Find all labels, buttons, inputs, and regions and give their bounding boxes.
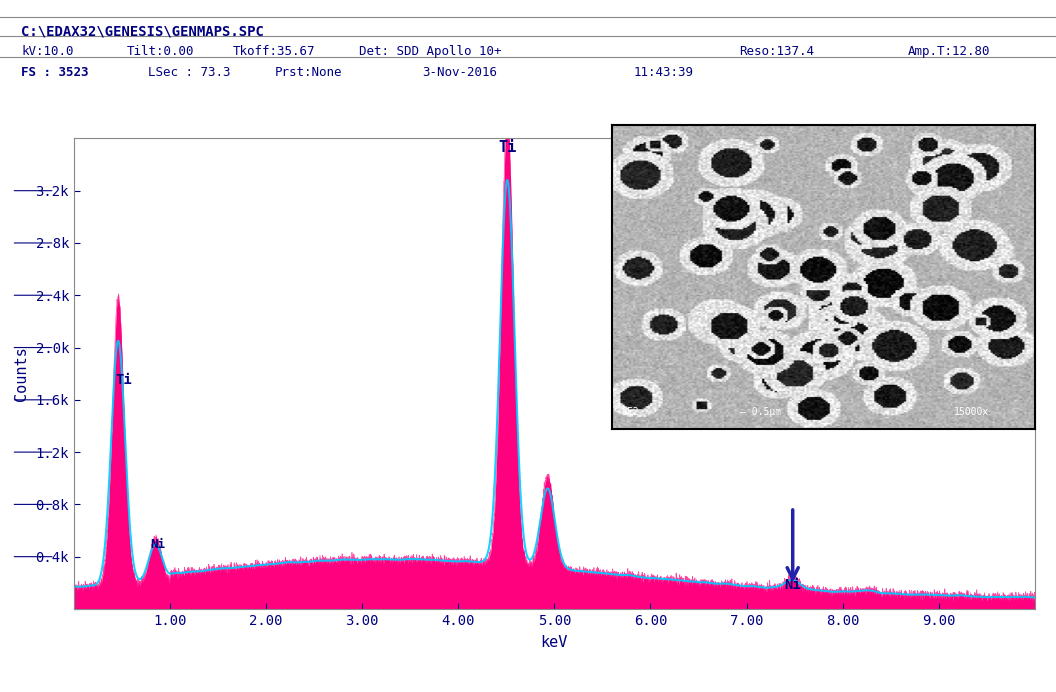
Text: Det: SDD Apollo 10+: Det: SDD Apollo 10+ — [359, 45, 502, 58]
Text: ― 0.5μm: ― 0.5μm — [740, 407, 780, 417]
Text: Tilt:0.00: Tilt:0.00 — [127, 45, 194, 58]
Text: C:\EDAX32\GENESIS\GENMAPS.SPC: C:\EDAX32\GENESIS\GENMAPS.SPC — [21, 24, 264, 38]
Text: FS : 3523: FS : 3523 — [21, 66, 89, 79]
Text: Reso:137.4: Reso:137.4 — [739, 45, 814, 58]
Text: Ti: Ti — [115, 373, 132, 387]
Text: Ni: Ni — [150, 538, 165, 552]
Y-axis label: Counts: Counts — [14, 346, 29, 401]
Text: Tkoff:35.67: Tkoff:35.67 — [232, 45, 315, 58]
Text: SE2: SE2 — [621, 407, 639, 417]
Text: Prst:None: Prst:None — [275, 66, 342, 79]
Text: Ni: Ni — [785, 578, 802, 592]
Text: 11:43:39: 11:43:39 — [634, 66, 694, 79]
Text: 3-Nov-2016: 3-Nov-2016 — [422, 66, 497, 79]
Text: Amp.T:12.80: Amp.T:12.80 — [908, 45, 991, 58]
Text: LSec : 73.3: LSec : 73.3 — [148, 66, 230, 79]
Text: 15000x: 15000x — [954, 407, 989, 417]
Text: Ti: Ti — [498, 140, 516, 156]
X-axis label: keV: keV — [541, 635, 568, 650]
Text: kV:10.0: kV:10.0 — [21, 45, 74, 58]
